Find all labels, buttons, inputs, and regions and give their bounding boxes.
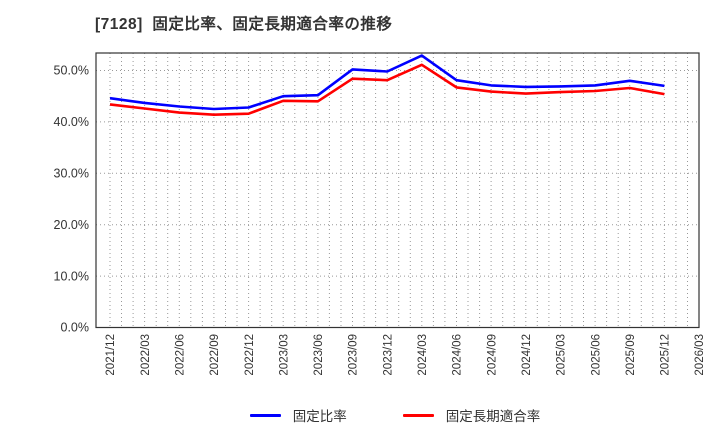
series-lines [109, 54, 665, 116]
legend: 固定比率 固定長期適合率 [70, 403, 720, 427]
x-tick-label: 2022/03 [140, 334, 152, 376]
y-tick-label: 30.0% [54, 167, 89, 181]
legend-swatch-fixed-longterm-ratio [402, 413, 434, 417]
y-tick-label: 10.0% [54, 269, 89, 283]
x-tick-label: 2026/03 [694, 334, 706, 376]
series-line-固定長期適合率 [109, 63, 665, 116]
x-tick-label: 2024/06 [452, 334, 464, 376]
y-tick-label: 0.0% [61, 321, 90, 335]
x-tick-label: 2023/12 [382, 334, 394, 376]
x-tick-label: 2024/03 [417, 334, 429, 376]
x-tick-label: 2024/09 [486, 334, 498, 376]
x-tick-label: 2025/03 [556, 334, 568, 376]
x-tick-label: 2023/09 [348, 334, 360, 376]
legend-item-fixed-ratio: 固定比率 [249, 405, 347, 425]
series-line-固定比率 [109, 54, 665, 111]
chart-title: [7128] 固定比率、固定長期適合率の推移 [95, 16, 393, 33]
x-tick-label: 2025/12 [660, 334, 672, 376]
x-tick-label: 2025/06 [590, 334, 602, 376]
grid [96, 53, 700, 328]
plot-frame [95, 52, 700, 329]
y-axis-labels: 0.0% 10.0% 20.0% 30.0% 40.0% 50.0% [54, 64, 89, 335]
legend-item-fixed-longterm-ratio: 固定長期適合率 [402, 405, 541, 425]
x-tick-label: 2022/09 [209, 334, 221, 376]
x-axis-labels: 2021/12 2022/03 2022/06 2022/09 2022/12 2023/… [105, 334, 706, 376]
legend-label-fixed-longterm-ratio: 固定長期適合率 [445, 409, 541, 424]
x-tick-label: 2025/09 [625, 334, 637, 376]
y-tick-label: 20.0% [54, 218, 89, 232]
x-tick-label: 2022/12 [244, 334, 256, 376]
y-tick-label: 40.0% [54, 115, 89, 129]
x-tick-label: 2024/12 [521, 334, 533, 376]
legend-label-fixed-ratio: 固定比率 [292, 409, 347, 424]
x-tick-label: 2021/12 [105, 334, 117, 376]
x-tick-label: 2023/03 [278, 334, 290, 376]
y-tick-label: 50.0% [54, 64, 89, 78]
x-tick-label: 2022/06 [175, 334, 187, 376]
legend-swatch-fixed-ratio [249, 413, 281, 417]
x-tick-label: 2023/06 [313, 334, 325, 376]
